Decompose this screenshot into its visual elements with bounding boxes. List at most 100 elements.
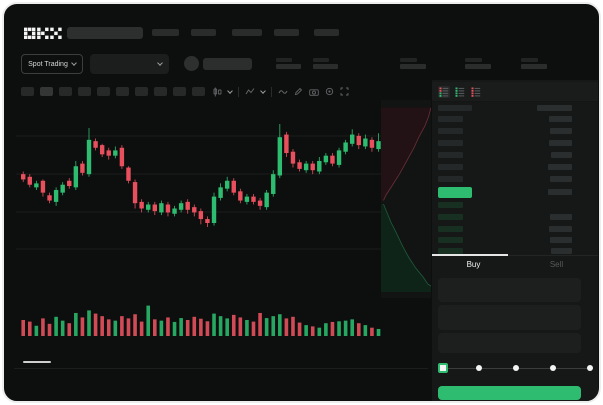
ask-row[interactable]	[432, 140, 598, 148]
okx-logo[interactable]	[24, 27, 62, 40]
amount-placeholder	[550, 237, 572, 243]
book-both-icon[interactable]	[438, 85, 450, 98]
chevron-down-icon[interactable]	[260, 87, 266, 94]
amount-placeholder	[551, 248, 572, 254]
stat-value-0	[276, 64, 301, 69]
price-placeholder	[438, 128, 463, 134]
amount-placeholder	[551, 152, 572, 158]
draw-icon[interactable]	[294, 87, 303, 96]
chevron-down-icon	[157, 60, 163, 66]
price-placeholder	[438, 140, 463, 146]
trade-tabs: Buy Sell	[432, 258, 598, 272]
price-placeholder	[438, 152, 463, 158]
amount-placeholder	[549, 226, 572, 232]
settings-icon[interactable]	[325, 87, 334, 96]
orderbook-view-toolbar	[432, 82, 598, 102]
order-field-1[interactable]	[438, 305, 581, 330]
stat-value-1	[313, 64, 338, 69]
order-field-2[interactable]	[438, 333, 581, 353]
interval-button-7[interactable]	[154, 87, 167, 96]
market-type-label: Spot Trading	[28, 60, 68, 68]
price-placeholder	[438, 164, 463, 170]
slider-stop-4[interactable]	[587, 365, 593, 371]
ask-row[interactable]	[432, 116, 598, 124]
amount-placeholder	[549, 140, 572, 146]
search-input[interactable]	[67, 27, 143, 39]
ask-row[interactable]	[432, 128, 598, 136]
price-placeholder	[438, 237, 463, 243]
divider	[432, 255, 598, 256]
bid-row[interactable]	[432, 202, 598, 210]
last-price-highlight[interactable]	[438, 187, 472, 198]
price-placeholder	[438, 214, 463, 220]
ask-row[interactable]	[432, 164, 598, 172]
stat-label-2	[400, 58, 417, 62]
chevron-down-icon[interactable]	[227, 87, 233, 94]
amount-placeholder	[537, 105, 572, 111]
nav-item-0[interactable]	[152, 29, 179, 36]
ask-row[interactable]	[432, 152, 598, 160]
interval-button-1[interactable]	[40, 87, 53, 96]
nav-item-2[interactable]	[232, 29, 262, 36]
amount-placeholder	[549, 116, 572, 122]
interval-button-4[interactable]	[97, 87, 110, 96]
tab-buy[interactable]: Buy	[466, 260, 481, 269]
book-sells-icon[interactable]	[470, 86, 482, 98]
price-placeholder	[438, 176, 463, 182]
price-placeholder	[438, 105, 472, 111]
interval-button-6[interactable]	[135, 87, 148, 96]
price-placeholder	[438, 226, 463, 232]
order-field-0[interactable]	[438, 278, 581, 302]
amount-placeholder	[550, 128, 572, 134]
divider	[14, 368, 428, 369]
book-buys-icon[interactable]	[454, 86, 466, 98]
camera-icon[interactable]	[309, 88, 319, 96]
amount-placeholder	[550, 176, 572, 182]
bid-row[interactable]	[432, 214, 598, 222]
ask-row[interactable]	[432, 176, 598, 184]
fullscreen-icon[interactable]	[340, 87, 349, 96]
price-placeholder	[438, 248, 463, 254]
depth-chart	[381, 100, 432, 298]
line-tool-icon[interactable]	[278, 88, 288, 96]
chevron-down-icon	[71, 60, 77, 66]
interval-button-0[interactable]	[21, 87, 34, 96]
amount-slider-handle[interactable]	[438, 363, 448, 373]
interval-button-2[interactable]	[59, 87, 72, 96]
pair-selector-dropdown[interactable]	[90, 54, 169, 74]
indicators-icon[interactable]	[245, 87, 255, 96]
slider-stop-2[interactable]	[513, 365, 519, 371]
interval-button-5[interactable]	[116, 87, 129, 96]
stat-label-3	[465, 58, 482, 62]
slider-stop-1[interactable]	[476, 365, 482, 371]
stat-value-3	[465, 64, 491, 69]
bid-row[interactable]	[432, 237, 598, 245]
buy-tab-indicator	[432, 254, 508, 256]
amount-placeholder	[550, 214, 572, 220]
market-type-dropdown[interactable]: Spot Trading	[21, 54, 83, 74]
candle-type-icon[interactable]	[213, 87, 222, 97]
divider	[271, 86, 272, 97]
coin-avatar	[184, 56, 199, 71]
buy-submit-button[interactable]	[438, 386, 581, 400]
amount-placeholder	[548, 189, 572, 195]
stat-label-1	[313, 58, 329, 62]
candlestick-chart[interactable]	[16, 100, 382, 342]
bid-row[interactable]	[432, 248, 598, 256]
pair-name-placeholder	[203, 58, 252, 70]
stat-label-0	[276, 58, 292, 62]
nav-item-4[interactable]	[314, 29, 339, 36]
interval-button-9[interactable]	[192, 87, 205, 96]
interval-button-3[interactable]	[78, 87, 91, 96]
nav-item-1[interactable]	[191, 29, 216, 36]
chart-tools	[213, 85, 349, 98]
slider-stop-3[interactable]	[550, 365, 556, 371]
stat-label-4	[521, 58, 538, 62]
stat-value-2	[400, 64, 426, 69]
orderbook-header[interactable]	[432, 105, 598, 113]
nav-item-3[interactable]	[274, 29, 299, 36]
bid-row[interactable]	[432, 226, 598, 234]
tab-sell[interactable]: Sell	[549, 260, 564, 269]
interval-button-8[interactable]	[173, 87, 186, 96]
